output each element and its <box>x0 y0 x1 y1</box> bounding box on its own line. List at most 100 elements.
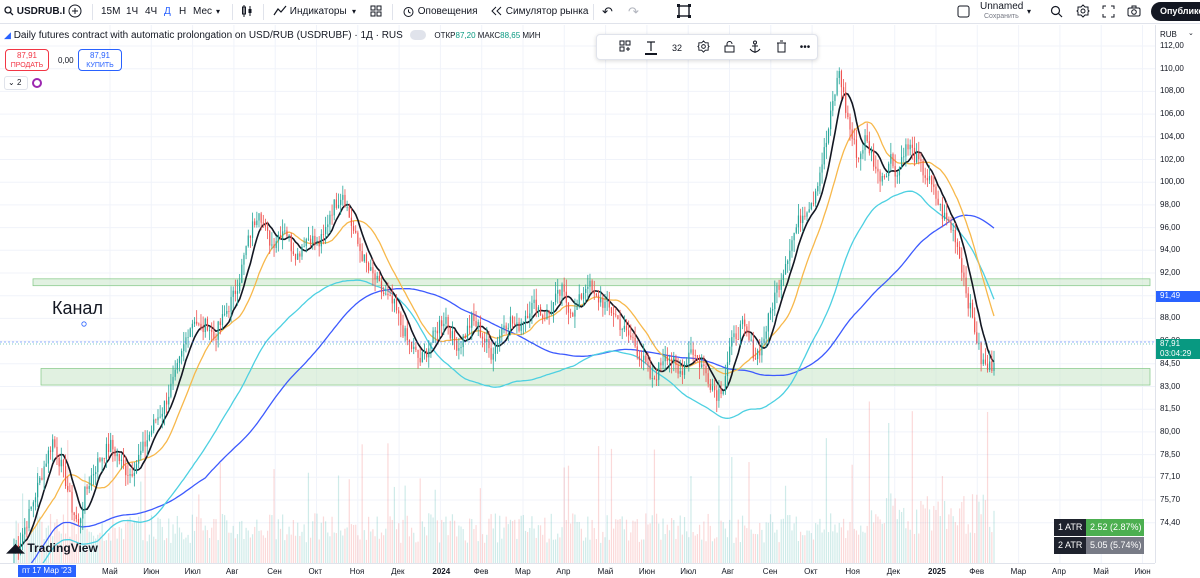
delete-drawing-button[interactable] <box>773 40 789 56</box>
select-area-button[interactable] <box>676 0 692 24</box>
volume-bar <box>900 511 903 563</box>
indicators-dropdown-button[interactable]: ▾ <box>352 7 357 16</box>
volume-bar <box>971 494 974 563</box>
time-label: Дек <box>391 567 405 576</box>
chart-type-button[interactable] <box>241 0 253 24</box>
alerts-button[interactable]: Оповещения <box>402 0 478 24</box>
undo-button[interactable]: ↶ <box>602 0 613 24</box>
volume-bar <box>604 537 606 563</box>
volume-bar <box>370 531 372 563</box>
indicators-toggle[interactable]: ⌄ 2 <box>4 76 28 90</box>
volume-bar <box>496 542 499 563</box>
fullscreen-button[interactable] <box>1102 0 1115 24</box>
anchor-drawing-button[interactable] <box>747 40 763 56</box>
market-status-indicator[interactable] <box>409 30 426 41</box>
volume-bar <box>789 514 791 563</box>
volume-bar <box>245 527 247 563</box>
interval-dropdown-button[interactable]: ▾ <box>216 7 221 16</box>
drawing-templates-button[interactable] <box>617 40 633 56</box>
compare-symbol-button[interactable] <box>68 0 82 24</box>
volume-bar <box>660 539 662 563</box>
volume-bar <box>282 514 284 563</box>
candle-body <box>241 264 243 283</box>
interval-15m[interactable]: 15M <box>101 6 121 17</box>
layout-checkbox[interactable] <box>957 0 970 24</box>
volume-bar <box>123 539 125 563</box>
interval-1d[interactable]: Д <box>164 6 171 17</box>
candle-body <box>316 243 318 245</box>
candle-body <box>258 213 260 221</box>
settings-button[interactable] <box>1076 0 1090 24</box>
candle-body <box>312 235 314 244</box>
candle-body <box>458 348 460 351</box>
volume-bar <box>408 536 411 563</box>
interval-1h[interactable]: 1Ч <box>126 6 139 17</box>
interval-4h[interactable]: 4Ч <box>145 6 158 17</box>
channel-text-annotation[interactable]: Канал <box>52 298 103 318</box>
candle-body <box>428 348 430 358</box>
price-chart[interactable] <box>0 25 1155 563</box>
volume-bar <box>466 542 469 563</box>
volume-bar <box>967 524 969 563</box>
legend-title[interactable]: Daily futures contract with automatic pr… <box>13 30 403 41</box>
time-label: Авг <box>721 567 735 576</box>
volume-bar <box>456 536 458 563</box>
text-anchor-handle[interactable] <box>81 321 87 327</box>
brand-name: TradingView <box>27 541 98 555</box>
volume-bar <box>241 520 243 563</box>
volume-bar <box>632 520 634 563</box>
volume-bar <box>726 537 729 563</box>
interval-1m[interactable]: Мес <box>193 6 213 17</box>
volume-bar <box>127 519 129 563</box>
volume-bar <box>645 513 647 563</box>
replay-button[interactable]: Симулятор рынка <box>490 0 588 24</box>
quick-search-button[interactable] <box>1050 0 1063 24</box>
volume-bar <box>275 539 277 563</box>
volume-bar <box>537 525 539 563</box>
candle-body <box>842 87 845 93</box>
volume-bar <box>168 518 170 563</box>
symbol-search-button[interactable]: USDRUB.I <box>4 0 65 24</box>
plus-circle-icon <box>68 4 82 18</box>
candle-body <box>357 232 359 244</box>
volume-bar <box>804 535 806 563</box>
more-options-button[interactable]: ••• <box>797 40 813 56</box>
volume-bar <box>135 521 138 563</box>
sell-button[interactable]: 87,91 ПРОДАТЬ <box>5 49 49 71</box>
candle-body <box>346 206 348 208</box>
candle-body <box>135 463 138 473</box>
candle-body <box>819 172 821 187</box>
price-scale[interactable]: RUB ⌄ 112,00 110,00 108,00 106,00 104,00 102,… <box>1155 25 1200 563</box>
templates-button[interactable] <box>370 0 382 24</box>
publish-button[interactable]: Опублико <box>1151 2 1200 21</box>
candle-body <box>879 171 881 182</box>
indicators-button[interactable]: Индикаторы <box>273 0 347 24</box>
volume-bar <box>224 515 226 563</box>
snapshot-button[interactable] <box>1127 0 1141 24</box>
candle-body <box>548 310 550 314</box>
candle-body <box>481 336 484 339</box>
layout-name-button[interactable]: Unnamed Сохранить <box>980 2 1023 26</box>
candle-body <box>45 463 47 467</box>
candle-body <box>993 362 995 371</box>
drawing-settings-button[interactable] <box>695 40 711 56</box>
lock-drawing-button[interactable] <box>721 40 737 56</box>
candle-body <box>331 214 333 216</box>
redo-button[interactable]: ↷ <box>628 0 639 24</box>
price-label: 102,00 <box>1160 154 1185 164</box>
candle-body <box>204 318 206 333</box>
volume-bar <box>582 540 585 563</box>
layout-dropdown-button[interactable]: ▾ <box>1027 7 1032 16</box>
font-size-button[interactable]: 32 <box>671 43 682 53</box>
buy-button[interactable]: 87,91 КУПИТЬ <box>78 49 122 71</box>
interval-1w[interactable]: Н <box>179 6 187 17</box>
candle-body <box>56 446 58 459</box>
currency-label[interactable]: RUB <box>1160 30 1177 39</box>
candle-body <box>69 490 71 492</box>
candle-body <box>640 360 643 361</box>
volume-bar <box>961 501 963 563</box>
volume-bar <box>784 485 787 563</box>
text-color-button[interactable] <box>643 40 659 56</box>
tradingview-logo[interactable]: ◢◣ TradingView <box>6 540 98 556</box>
time-scale[interactable]: пт 17 Мар '23 Май Июн Июл Авг Сен Окт Ноя Дек 20… <box>0 563 1155 578</box>
